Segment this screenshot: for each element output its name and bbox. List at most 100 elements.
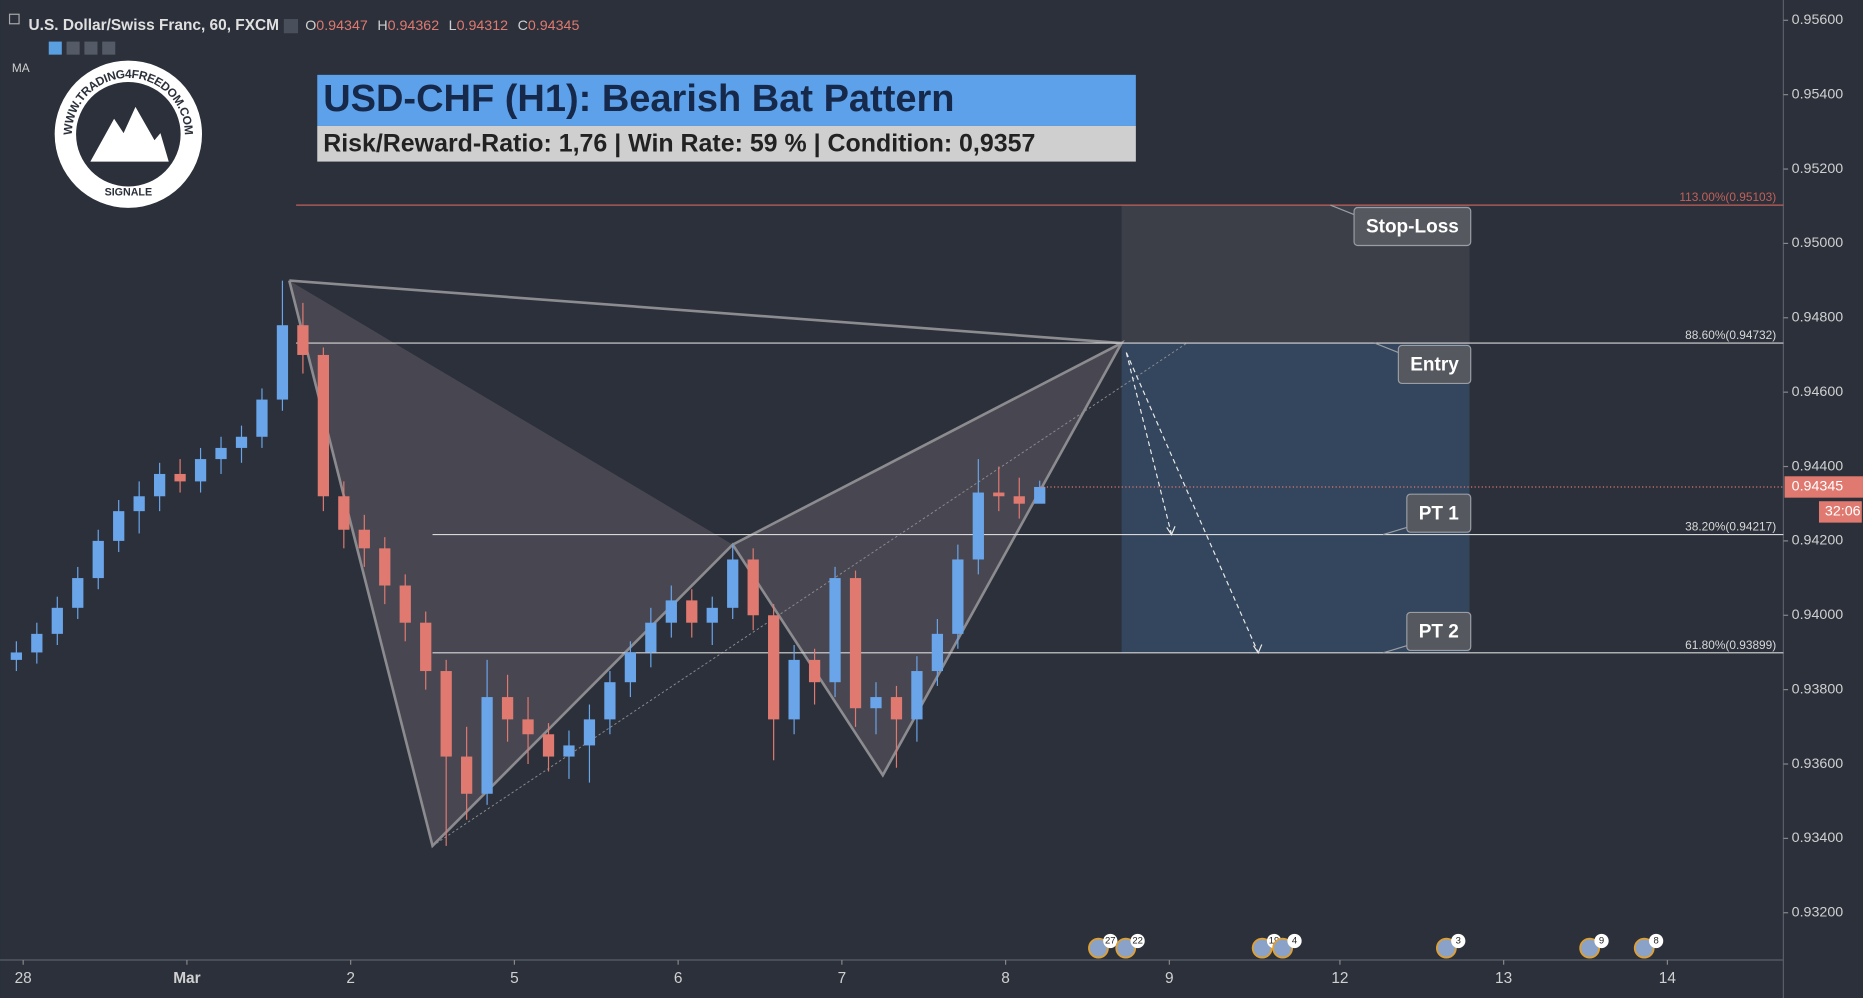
countdown-box (1818, 501, 1862, 523)
x-tick-label: 28 (15, 970, 32, 987)
candle-body (256, 399, 268, 437)
candle-body (174, 473, 186, 482)
callout-text: PT 1 (1419, 503, 1460, 524)
title-box (317, 74, 1136, 126)
y-tick-label: 0.95400 (1792, 86, 1844, 102)
candle-body (604, 682, 616, 720)
candle-body (911, 671, 923, 720)
fib-label: 38.20%(0.94217) (1685, 520, 1776, 534)
callout-box (1406, 611, 1472, 652)
candle-body (645, 622, 657, 653)
pattern-diagonal (289, 279, 1122, 345)
event-flag[interactable] (1579, 937, 1601, 959)
y-tick-label: 0.93400 (1792, 830, 1844, 846)
candle-body (952, 559, 964, 634)
candle-body (972, 492, 984, 560)
ohlc-key: H (377, 18, 387, 34)
candle-body (501, 697, 514, 720)
candle-body (297, 325, 309, 355)
callout-pointer (1382, 526, 1408, 536)
indicator-label[interactable]: MA (12, 61, 30, 75)
y-tick-label: 0.93200 (1792, 905, 1844, 921)
x-tick-label: 9 (1165, 970, 1174, 987)
x-tick-label: 7 (838, 970, 847, 987)
candle-body (420, 622, 432, 672)
y-tick-label: 0.95200 (1792, 161, 1844, 177)
candle-body (31, 633, 43, 653)
event-badge (1451, 933, 1466, 949)
event-count: 4 (1292, 935, 1297, 946)
title: USD-CHF (H1): Bearish Bat Pattern (323, 78, 954, 120)
event-flag[interactable] (1115, 937, 1137, 959)
candle-body (72, 578, 84, 608)
callout-pointer (1374, 342, 1399, 354)
callout-box (1353, 206, 1472, 247)
event-count: 27 (1105, 935, 1116, 946)
subtitle: Risk/Reward-Ratio: 1,76 | Win Rate: 59 %… (323, 130, 1035, 158)
event-count: 8 (1653, 935, 1658, 946)
candle-body (215, 447, 227, 460)
collapse-icon[interactable] (8, 13, 20, 25)
ohlc-value: 0.94362 (388, 18, 440, 34)
event-badge (1130, 933, 1145, 949)
event-badge (1103, 933, 1118, 949)
y-tick-label: 0.94400 (1792, 458, 1844, 474)
event-flag[interactable] (1272, 937, 1294, 959)
candle-body (317, 354, 329, 497)
fib-label: 113.00%(0.95103) (1679, 190, 1776, 204)
candle-body (542, 734, 555, 757)
last-price: 0.94345 (1792, 479, 1844, 495)
visibility-icon[interactable] (48, 41, 62, 55)
x-tick-label: 12 (1331, 970, 1348, 987)
candle-body (461, 756, 473, 794)
candle-body (358, 529, 370, 549)
event-badge (1287, 933, 1302, 949)
ohlc-key: C (518, 18, 528, 34)
logo: WWW.TRADING4FREEDOM.COM SIGNALE (54, 60, 203, 208)
symbol: U.S. Dollar/Swiss Franc, 60, FXCM (29, 17, 280, 34)
callout-box (1406, 493, 1472, 533)
plot (10, 204, 1784, 849)
y-tick-label: 0.95000 (1792, 235, 1844, 251)
callout-pointer (1330, 204, 1355, 216)
x-tick-label: 5 (510, 970, 519, 987)
y-tick-label: 0.95600 (1792, 12, 1844, 28)
callout-text: PT 2 (1419, 622, 1459, 643)
x-tick-label: 13 (1495, 970, 1512, 987)
candle-body (747, 559, 759, 616)
settings-icon[interactable] (66, 41, 80, 55)
x-tick-label: 2 (346, 970, 355, 987)
event-flag[interactable] (1088, 937, 1109, 959)
subtitle-box (317, 125, 1136, 162)
close-icon[interactable] (102, 41, 116, 55)
candle-body (563, 745, 575, 757)
add-icon[interactable] (84, 41, 98, 55)
y-tick-label: 0.93600 (1792, 756, 1844, 772)
y-tick-label: 0.94000 (1792, 607, 1844, 623)
fib-label: 61.80%(0.93899) (1685, 638, 1776, 652)
x-tick-label: 6 (674, 970, 683, 987)
fib-label: 88.60%(0.94732) (1685, 328, 1776, 342)
candle-body (10, 652, 22, 660)
pattern-diagonal (432, 342, 1188, 847)
event-count: 9 (1599, 935, 1604, 946)
candle-body (768, 615, 780, 720)
x-tick-label: 8 (1001, 970, 1010, 987)
ohlc-key: L (449, 18, 457, 34)
y-tick-label: 0.94200 (1792, 533, 1844, 549)
candle-body (583, 719, 596, 746)
logo-subtext: SIGNALE (105, 186, 153, 198)
candle-body (51, 607, 63, 634)
event-flag[interactable] (1435, 937, 1457, 959)
candle-body (276, 325, 289, 400)
target-arrow (1125, 352, 1173, 535)
ohlc-value: 0.94312 (457, 18, 509, 34)
candle-body (727, 559, 739, 608)
event-flag[interactable] (1251, 937, 1273, 959)
event-flag[interactable] (1633, 937, 1655, 959)
candle-body (870, 697, 882, 709)
candle-body (829, 578, 841, 683)
ohlc-value: 0.94345 (528, 18, 580, 34)
